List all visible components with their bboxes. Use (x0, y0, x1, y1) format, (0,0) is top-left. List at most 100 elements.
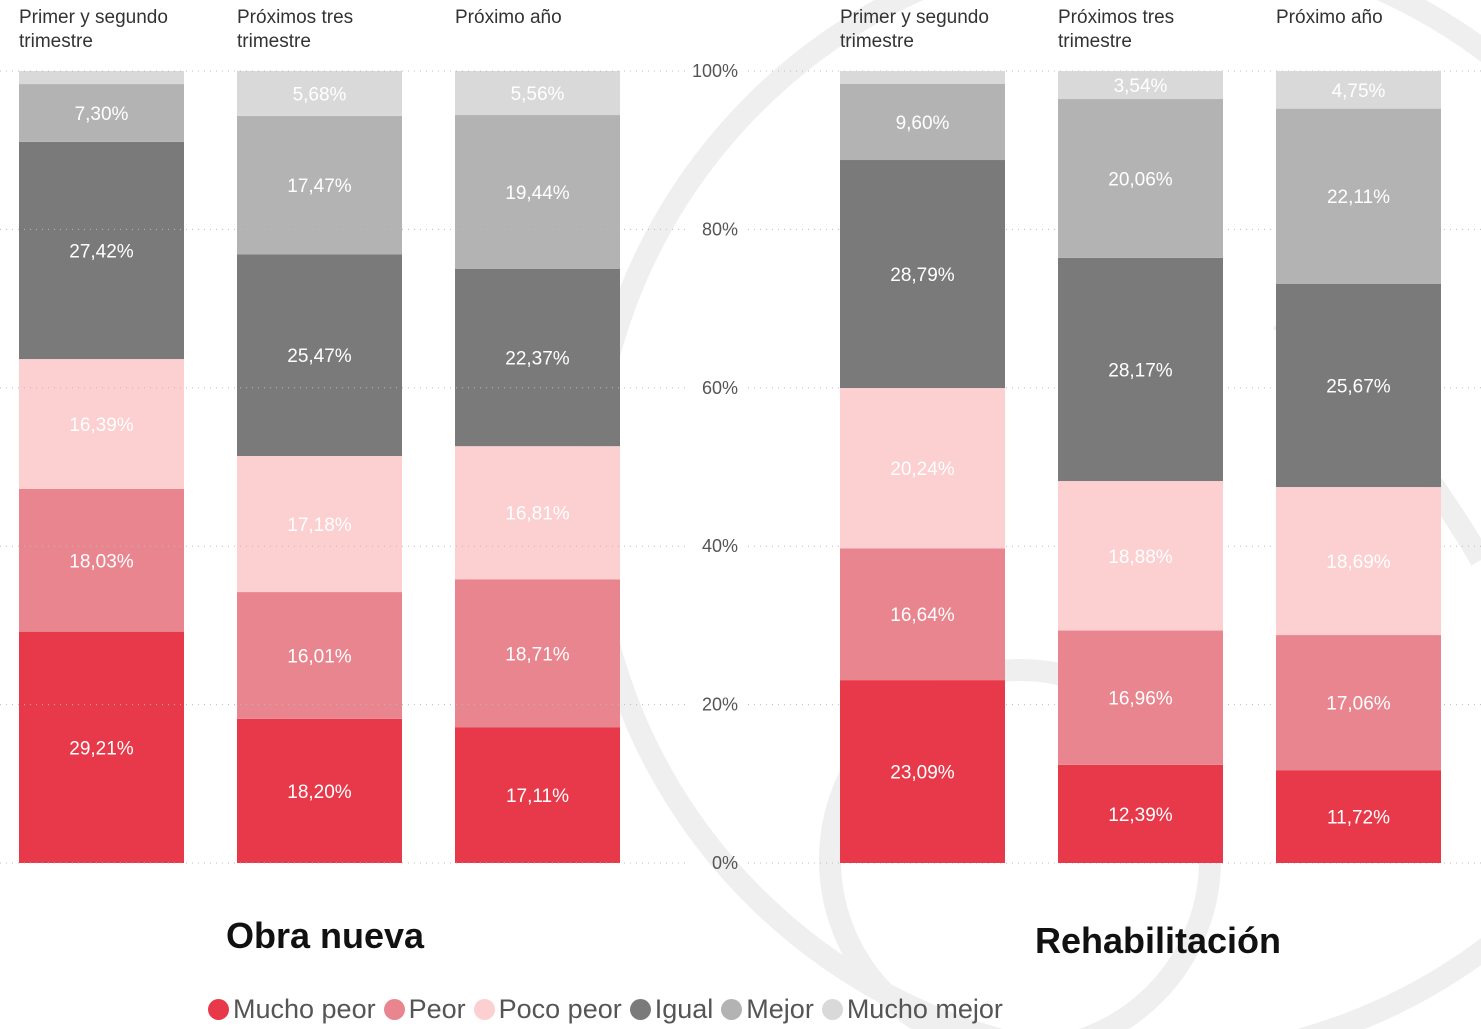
data-label: 20,06% (1108, 169, 1173, 190)
data-label: 17,11% (506, 786, 569, 807)
bar-segment (455, 446, 620, 580)
bar-segment (237, 70, 402, 116)
data-label: 11,72% (1327, 808, 1390, 829)
bar-segment (19, 488, 184, 632)
data-label: 4,75% (1332, 81, 1386, 102)
data-label: 25,67% (1326, 376, 1391, 397)
bar-segment (19, 141, 184, 360)
legend-label: Mucho peor (233, 994, 376, 1024)
legend-label: Mucho mejor (846, 994, 1003, 1024)
legend-label: Poco peor (498, 994, 622, 1024)
bar-segment (1276, 487, 1441, 636)
legend-marker (821, 999, 843, 1020)
bar-segment (455, 115, 620, 269)
bar-segment (455, 269, 620, 447)
y-tick-label: 0% (712, 853, 738, 873)
bar-segment (237, 115, 402, 255)
data-label: 18,69% (1326, 552, 1391, 573)
bar-segment (840, 160, 1005, 389)
bar-segment (1058, 71, 1223, 100)
x-category-label: Próximo año (1276, 7, 1383, 28)
bar-segment (1058, 764, 1223, 863)
legend-marker (208, 999, 229, 1020)
legend-item: Mucho peor (208, 994, 376, 1025)
bar-segment (840, 83, 1005, 161)
x-category-label: Próximo año (455, 7, 562, 28)
data-label: 16,39% (69, 415, 134, 436)
data-label: 16,81% (505, 504, 570, 525)
bar-segment (237, 592, 402, 719)
bar-segment (237, 254, 402, 456)
y-tick-label: 60% (702, 378, 738, 398)
x-category-label: Próximos tres trimestre (1058, 7, 1175, 52)
bar-segment (237, 455, 402, 593)
data-label: 5,68% (293, 84, 347, 105)
data-label: 25,47% (287, 346, 352, 367)
legend-item: Igual (629, 994, 714, 1025)
y-tick-label: 20% (702, 695, 738, 715)
bar-segment (1276, 108, 1441, 284)
data-label: 18,20% (287, 782, 352, 803)
legend-marker (383, 999, 405, 1020)
data-label: 18,03% (69, 551, 134, 572)
legend-label: Mejor (746, 994, 814, 1024)
bar-segment (1058, 630, 1223, 765)
data-label: 23,09% (890, 763, 955, 784)
bar-segment (455, 71, 620, 116)
bar-segment (840, 388, 1005, 549)
y-tick-label: 40% (702, 536, 738, 556)
bar-segment (1276, 283, 1441, 488)
y-tick-label: 80% (702, 219, 738, 239)
x-category-label: Próximos tres trimestre (237, 7, 354, 52)
legend: Mucho peor Peor Poco peor Igual Mejor Mucho m… (208, 994, 1011, 1025)
bar-segment (1058, 481, 1223, 631)
legend-marker (721, 999, 743, 1020)
legend-item: Mucho mejor (821, 994, 1003, 1025)
data-label: 7,30% (75, 104, 129, 125)
data-label: 29,21% (69, 738, 134, 759)
bar-segment (1276, 770, 1441, 863)
data-label: 17,06% (1326, 694, 1391, 715)
data-label: 18,71% (505, 644, 570, 665)
legend-label: Igual (654, 994, 714, 1024)
data-label: 20,24% (890, 459, 955, 480)
legend-item: Poco peor (473, 994, 622, 1025)
legend-item: Mejor (721, 994, 814, 1025)
bar-segment (455, 579, 620, 728)
bar-segment (19, 631, 184, 863)
legend-label: Peor (408, 994, 466, 1024)
panel-title: Rehabilitación (1035, 920, 1282, 961)
data-label: 5,56% (511, 84, 565, 105)
data-label: 17,47% (287, 176, 352, 197)
data-label: 28,79% (890, 265, 955, 286)
bar-segment (19, 71, 184, 85)
bar-segment (1276, 71, 1441, 109)
data-label: 22,37% (505, 349, 570, 370)
bar-segment (237, 718, 402, 863)
bar-segment (840, 548, 1005, 681)
bar-segment (840, 71, 1005, 84)
bar-segment (19, 359, 184, 489)
data-label: 27,42% (69, 241, 134, 262)
legend-marker (473, 999, 495, 1020)
data-label: 17,18% (287, 515, 352, 536)
data-label: 12,39% (1108, 805, 1173, 826)
data-label: 28,17% (1108, 360, 1173, 381)
panel-title: Obra nueva (226, 915, 425, 956)
x-category-label: Primer y segundo trimestre (840, 7, 989, 52)
legend-item: Peor (383, 994, 466, 1025)
data-label: 16,64% (890, 605, 955, 626)
bar-segment (1058, 99, 1223, 258)
data-label: 18,88% (1108, 547, 1173, 568)
legend-marker (629, 999, 651, 1020)
data-label: 9,60% (896, 113, 950, 134)
data-label: 16,01% (287, 646, 352, 667)
data-label: 19,44% (505, 183, 570, 204)
bar-segment (455, 727, 620, 863)
bar-segment (1058, 257, 1223, 482)
data-label: 22,11% (1327, 187, 1390, 208)
bar-segment (19, 84, 184, 142)
y-tick-label: 100% (692, 61, 738, 81)
